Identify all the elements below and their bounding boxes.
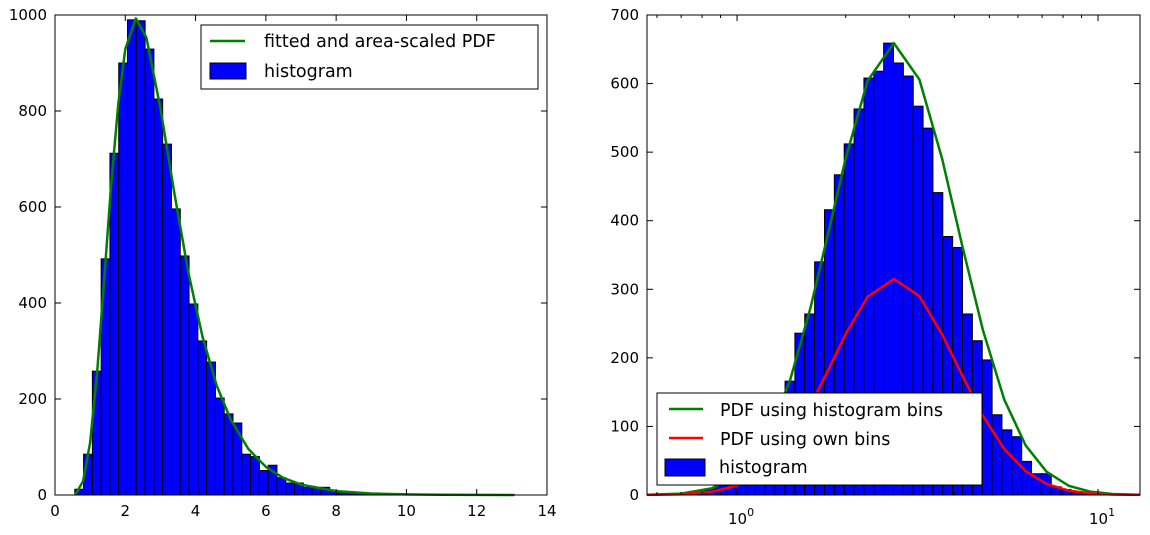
right-legend: PDF using histogram bins PDF using own b… <box>656 392 983 486</box>
histogram-bar <box>991 414 1003 496</box>
legend-label-fitted-pdf: fitted and area-scaled PDF <box>264 32 496 52</box>
legend-label-pdf-histogram-bins: PDF using histogram bins <box>720 401 943 421</box>
pdf-curve-0 <box>74 17 515 497</box>
histogram-bar <box>197 340 208 496</box>
x-tick-label-exponent: 1 <box>1108 506 1115 519</box>
x-tick-label: 14 <box>537 502 556 520</box>
y-tick-label: 600 <box>18 198 47 216</box>
x-tick-label: 100 <box>728 506 754 528</box>
histogram-bar <box>188 303 199 496</box>
y-tick-label: 200 <box>18 390 47 408</box>
histogram-bar <box>179 255 190 496</box>
axes-frame <box>646 14 1141 496</box>
legend-label-histogram: histogram <box>264 62 353 82</box>
left-histogram-axes: 0 200 400 600 800 1000 0 2 4 6 8 10 12 14 <box>9 6 557 520</box>
legend-label-pdf-own-bins: PDF using own bins <box>720 430 890 450</box>
histogram-bar <box>214 397 225 496</box>
y-tick-label: 1000 <box>9 6 47 24</box>
histogram-bar <box>153 98 164 496</box>
y-tick-label: 400 <box>18 294 47 312</box>
left-legend: fitted and area-scaled PDF histogram <box>200 24 539 90</box>
histogram-bar <box>118 62 129 496</box>
histogram-bar <box>206 361 216 496</box>
x-tick-label: 4 <box>191 502 201 520</box>
x-tick-label-exponent: 0 <box>747 506 754 519</box>
y-tick-label: 200 <box>610 349 639 367</box>
histogram-bar <box>127 19 137 496</box>
histogram-bar <box>170 208 181 496</box>
y-tick-label: 600 <box>610 75 639 93</box>
histogram-bar <box>162 143 172 496</box>
x-tick-label: 101 <box>1089 506 1115 528</box>
histogram-bar <box>223 413 234 496</box>
histogram-bar <box>302 486 313 496</box>
histogram-bar <box>135 20 146 496</box>
histogram-bar <box>144 48 155 496</box>
y-tick-label: 100 <box>610 417 639 435</box>
histogram-bar <box>276 477 287 496</box>
y-tick-label: 300 <box>610 280 639 298</box>
histogram-bar <box>250 456 260 496</box>
y-tick-label: 700 <box>610 6 639 24</box>
histogram-bar <box>258 470 269 496</box>
histogram-bar <box>109 152 120 496</box>
x-tick-label: 6 <box>261 502 271 520</box>
y-tick-label: 400 <box>610 212 639 230</box>
x-tick-label: 8 <box>331 502 341 520</box>
histogram-bar <box>1001 429 1013 496</box>
y-tick-label: 800 <box>18 102 47 120</box>
legend-label-histogram: histogram <box>719 458 808 478</box>
histogram-bar <box>1021 460 1033 496</box>
histogram-bar <box>241 453 252 496</box>
legend-frame <box>656 392 983 486</box>
x-tick-label-base: 10 <box>1089 510 1108 528</box>
x-tick-label: 10 <box>397 502 416 520</box>
x-tick-label: 0 <box>50 502 60 520</box>
histogram-bar <box>285 482 296 496</box>
axes-frame <box>54 14 548 496</box>
x-tick-label: 12 <box>467 502 486 520</box>
legend-frame <box>200 24 539 90</box>
histogram-bar <box>91 370 102 496</box>
legend-patch-histogram <box>209 62 247 80</box>
y-tick-label: 0 <box>37 486 47 504</box>
x-tick-label-base: 10 <box>728 510 747 528</box>
y-tick-label: 500 <box>610 143 639 161</box>
legend-patch-histogram <box>664 458 706 477</box>
x-tick-label: 2 <box>121 502 131 520</box>
y-tick-label: 0 <box>629 486 639 504</box>
